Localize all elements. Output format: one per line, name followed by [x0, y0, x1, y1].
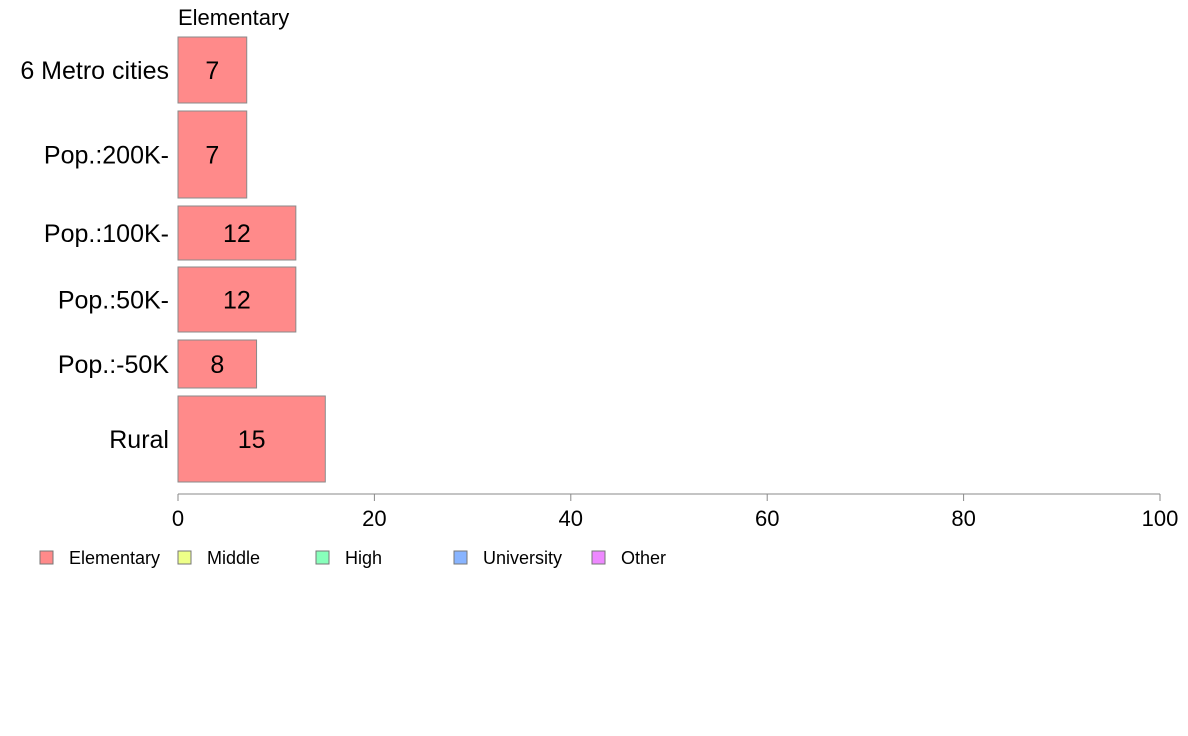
bar-value-label: 7 — [205, 57, 219, 85]
legend-item: High — [315, 548, 382, 568]
legend-label: University — [483, 548, 562, 568]
legend-label: Middle — [207, 548, 260, 568]
x-tick-label: 0 — [172, 506, 184, 531]
bar-value-label: 7 — [205, 142, 219, 170]
legend-item: Other — [591, 548, 666, 568]
legend-item: Middle — [177, 548, 260, 568]
chart-panel-title: Elementary — [178, 5, 289, 30]
legend-label: Elementary — [69, 548, 160, 568]
legend: Elementary Middle High University Other — [39, 548, 666, 568]
bar-value-label: 8 — [210, 351, 224, 379]
bar-group: 7 7 12 12 8 15 — [177, 36, 326, 483]
legend-label: High — [345, 548, 382, 568]
x-tick-label: 100 — [1142, 506, 1179, 531]
legend-item: University — [453, 548, 562, 568]
legend-swatch — [177, 550, 192, 565]
category-label: Pop.:100K- — [44, 220, 169, 248]
bar-value-label: 15 — [238, 426, 266, 454]
legend-item: Elementary — [39, 548, 160, 568]
bar — [177, 395, 326, 483]
bar-value-label: 12 — [223, 287, 251, 315]
x-axis: 0 20 40 60 80 100 — [172, 493, 1179, 531]
bar — [177, 205, 297, 261]
legend-swatch — [315, 550, 330, 565]
legend-label: Other — [621, 548, 666, 568]
x-tick-label: 40 — [559, 506, 583, 531]
x-tick-label: 20 — [362, 506, 386, 531]
category-label: Rural — [109, 426, 169, 454]
category-label: Pop.:200K- — [44, 142, 169, 170]
category-label: Pop.:-50K — [58, 351, 170, 379]
bar — [177, 36, 248, 104]
legend-swatch — [453, 550, 468, 565]
category-label: 6 Metro cities — [20, 57, 169, 85]
category-labels: 6 Metro cities Pop.:200K- Pop.:100K- Pop.:5… — [20, 57, 169, 454]
bar — [177, 266, 297, 333]
x-tick-label: 60 — [755, 506, 779, 531]
legend-swatch — [591, 550, 606, 565]
x-tick-label: 80 — [951, 506, 975, 531]
bar-value-label: 12 — [223, 220, 251, 248]
bar — [177, 339, 258, 389]
bar — [177, 110, 248, 199]
category-label: Pop.:50K- — [58, 287, 169, 315]
legend-swatch — [39, 550, 54, 565]
